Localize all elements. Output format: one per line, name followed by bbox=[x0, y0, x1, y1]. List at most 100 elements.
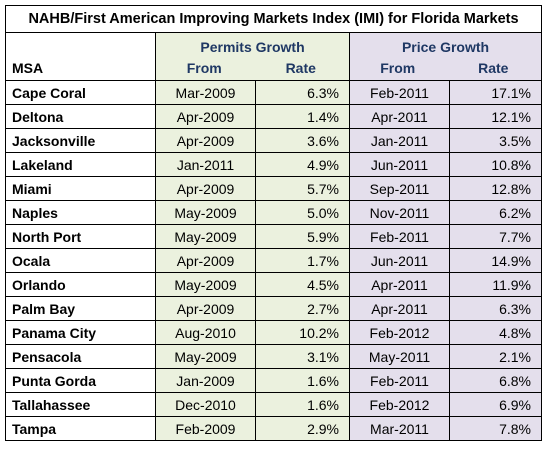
permits-from-header: From bbox=[186, 60, 222, 76]
permits-from-cell: Jan-2011 bbox=[155, 152, 256, 177]
price-from-cell: Nov-2011 bbox=[349, 200, 450, 225]
table-row: Tampa Feb-2009 2.9% Mar-2011 7.8% bbox=[5, 416, 543, 441]
price-rate-cell: 6.3% bbox=[448, 296, 543, 321]
msa-cell: Cape Coral bbox=[5, 80, 156, 105]
permits-from-cell: Apr-2009 bbox=[155, 128, 256, 153]
table-row: Ocala Apr-2009 1.7% Jun-2011 14.9% bbox=[5, 248, 543, 273]
price-from-cell: Feb-2011 bbox=[349, 80, 450, 105]
table-title: NAHB/First American Improving Markets In… bbox=[4, 5, 543, 33]
price-from-cell: Apr-2011 bbox=[349, 296, 450, 321]
permits-rate-cell: 2.7% bbox=[255, 296, 350, 321]
price-from-cell: Mar-2011 bbox=[349, 416, 450, 441]
price-from-cell: Apr-2011 bbox=[349, 272, 450, 297]
table-row: Pensacola May-2009 3.1% May-2011 2.1% bbox=[5, 344, 543, 369]
permits-growth-header: Permits Growth bbox=[200, 39, 305, 55]
permits-from-cell: Apr-2009 bbox=[155, 104, 256, 129]
permits-rate-header: Rate bbox=[285, 60, 316, 76]
permits-rate-cell: 3.1% bbox=[255, 344, 350, 369]
permits-from-cell: Jan-2009 bbox=[155, 368, 256, 393]
table-row: Panama City Aug-2010 10.2% Feb-2012 4.8% bbox=[5, 320, 543, 345]
permits-from-cell: Aug-2010 bbox=[155, 320, 256, 345]
permits-rate-cell: 5.0% bbox=[255, 200, 350, 225]
permits-from-cell: Apr-2009 bbox=[155, 248, 256, 273]
table-row: Naples May-2009 5.0% Nov-2011 6.2% bbox=[5, 200, 543, 225]
permits-from-cell: May-2009 bbox=[155, 200, 256, 225]
price-rate-cell: 6.9% bbox=[448, 392, 543, 417]
permits-rate-cell: 4.5% bbox=[255, 272, 350, 297]
price-rate-header: Rate bbox=[478, 60, 509, 76]
msa-cell: Tallahassee bbox=[5, 392, 156, 417]
table-row: Punta Gorda Jan-2009 1.6% Feb-2011 6.8% bbox=[5, 368, 543, 393]
msa-cell: Ocala bbox=[5, 248, 156, 273]
table-row: Lakeland Jan-2011 4.9% Jun-2011 10.8% bbox=[5, 152, 543, 177]
msa-cell: Punta Gorda bbox=[5, 368, 156, 393]
title-row: NAHB/First American Improving Markets In… bbox=[4, 5, 543, 33]
header-row: MSA Permits Growth From Rate Price Growt… bbox=[5, 32, 543, 81]
msa-cell: Deltona bbox=[5, 104, 156, 129]
permits-rate-cell: 1.6% bbox=[255, 392, 350, 417]
table-row: Deltona Apr-2009 1.4% Apr-2011 12.1% bbox=[5, 104, 543, 129]
permits-rate-cell: 5.9% bbox=[255, 224, 350, 249]
price-rate-cell: 12.1% bbox=[448, 104, 543, 129]
permits-from-cell: May-2009 bbox=[155, 344, 256, 369]
permits-header-cell: Permits Growth From Rate bbox=[155, 32, 350, 81]
price-rate-cell: 12.8% bbox=[448, 176, 543, 201]
price-from-cell: Feb-2011 bbox=[349, 368, 450, 393]
price-rate-cell: 6.8% bbox=[448, 368, 543, 393]
permits-from-cell: Dec-2010 bbox=[155, 392, 256, 417]
table-row: Palm Bay Apr-2009 2.7% Apr-2011 6.3% bbox=[5, 296, 543, 321]
imi-table: NAHB/First American Improving Markets In… bbox=[4, 5, 543, 441]
imi-table-container: NAHB/First American Improving Markets In… bbox=[4, 5, 543, 446]
price-header-cell: Price Growth From Rate bbox=[348, 32, 543, 81]
price-growth-header: Price Growth bbox=[401, 39, 490, 55]
msa-cell: Jacksonville bbox=[5, 128, 156, 153]
table-row: Miami Apr-2009 5.7% Sep-2011 12.8% bbox=[5, 176, 543, 201]
price-rate-cell: 14.9% bbox=[448, 248, 543, 273]
price-from-cell: Apr-2011 bbox=[349, 104, 450, 129]
price-from-cell: Sep-2011 bbox=[349, 176, 450, 201]
table-row: Cape Coral Mar-2009 6.3% Feb-2011 17.1% bbox=[5, 80, 543, 105]
msa-cell: Orlando bbox=[5, 272, 156, 297]
permits-rate-cell: 4.9% bbox=[255, 152, 350, 177]
price-rate-cell: 4.8% bbox=[448, 320, 543, 345]
price-rate-cell: 7.8% bbox=[448, 416, 543, 441]
price-from-cell: Jun-2011 bbox=[349, 248, 450, 273]
permits-from-cell: Mar-2009 bbox=[155, 80, 256, 105]
price-rate-cell: 2.1% bbox=[448, 344, 543, 369]
price-rate-cell: 6.2% bbox=[448, 200, 543, 225]
price-rate-cell: 17.1% bbox=[448, 80, 543, 105]
msa-cell: Miami bbox=[5, 176, 156, 201]
permits-rate-cell: 1.7% bbox=[255, 248, 350, 273]
permits-rate-cell: 1.4% bbox=[255, 104, 350, 129]
price-from-cell: Feb-2012 bbox=[349, 320, 450, 345]
price-rate-cell: 7.7% bbox=[448, 224, 543, 249]
price-from-cell: May-2011 bbox=[349, 344, 450, 369]
permits-rate-cell: 3.6% bbox=[255, 128, 350, 153]
price-from-header: From bbox=[380, 60, 416, 76]
permits-from-cell: Apr-2009 bbox=[155, 296, 256, 321]
permits-rate-cell: 10.2% bbox=[255, 320, 350, 345]
table-row: Orlando May-2009 4.5% Apr-2011 11.9% bbox=[5, 272, 543, 297]
price-from-cell: Feb-2012 bbox=[349, 392, 450, 417]
msa-cell: North Port bbox=[5, 224, 156, 249]
table-row: Jacksonville Apr-2009 3.6% Jan-2011 3.5% bbox=[5, 128, 543, 153]
price-from-cell: Feb-2011 bbox=[349, 224, 450, 249]
price-rate-cell: 10.8% bbox=[448, 152, 543, 177]
permits-rate-cell: 6.3% bbox=[255, 80, 350, 105]
msa-cell: Naples bbox=[5, 200, 156, 225]
permits-rate-cell: 1.6% bbox=[255, 368, 350, 393]
price-from-cell: Jun-2011 bbox=[349, 152, 450, 177]
permits-rate-cell: 5.7% bbox=[255, 176, 350, 201]
msa-cell: Panama City bbox=[5, 320, 156, 345]
permits-from-cell: Apr-2009 bbox=[155, 176, 256, 201]
table-row: Tallahassee Dec-2010 1.6% Feb-2012 6.9% bbox=[5, 392, 543, 417]
msa-header: MSA bbox=[12, 60, 44, 76]
price-rate-cell: 3.5% bbox=[448, 128, 543, 153]
permits-from-cell: May-2009 bbox=[155, 224, 256, 249]
permits-rate-cell: 2.9% bbox=[255, 416, 350, 441]
permits-from-cell: May-2009 bbox=[155, 272, 256, 297]
msa-cell: Pensacola bbox=[5, 344, 156, 369]
price-rate-cell: 11.9% bbox=[448, 272, 543, 297]
msa-cell: Palm Bay bbox=[5, 296, 156, 321]
price-from-cell: Jan-2011 bbox=[349, 128, 450, 153]
